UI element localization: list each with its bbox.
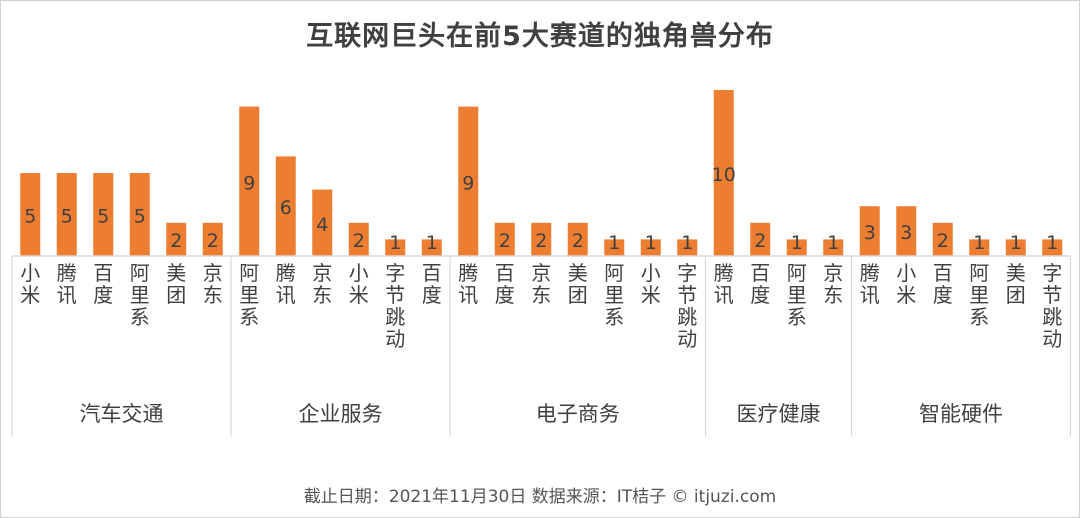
- tick-label: 阿里系: [130, 261, 150, 329]
- tick-label: 美团: [166, 261, 186, 307]
- bar: [750, 222, 771, 256]
- tick-label: 阿里系: [787, 261, 807, 329]
- data-label: 1: [681, 232, 693, 254]
- bar: [129, 173, 150, 256]
- group-label: 智能硬件: [919, 402, 1003, 426]
- chart-footer: 截止日期：2021年11月30日 数据来源：IT桔子 © itjuzi.com: [303, 487, 777, 507]
- bar: [56, 173, 77, 256]
- data-label: 1: [645, 232, 657, 254]
- data-label: 9: [462, 172, 474, 194]
- bar: [93, 173, 114, 256]
- bar: [786, 239, 807, 256]
- data-label: 2: [572, 230, 584, 252]
- group-label: 电子商务: [536, 402, 620, 426]
- data-label: 5: [97, 206, 109, 228]
- tick-label: 美团: [568, 261, 588, 307]
- tick-label: 腾讯: [714, 261, 734, 307]
- bar: [969, 239, 990, 256]
- bar: [166, 222, 187, 256]
- bar: [932, 222, 953, 256]
- data-label: 2: [499, 230, 511, 252]
- bar: [713, 90, 734, 256]
- tick-label: 京东: [312, 261, 332, 307]
- tick-label: 字节跳动: [385, 261, 405, 351]
- tick-label: 京东: [531, 261, 551, 307]
- tick-label: 百度: [495, 261, 515, 307]
- bar: [275, 156, 296, 256]
- tick-label: 腾讯: [276, 261, 296, 307]
- data-label: 5: [24, 206, 36, 228]
- data-label: 3: [864, 222, 876, 244]
- data-label: 2: [207, 230, 219, 252]
- tick-label: 京东: [823, 261, 843, 307]
- bar: [312, 189, 333, 256]
- data-label: 2: [937, 230, 949, 252]
- bar: [494, 222, 515, 256]
- bar: [458, 106, 479, 256]
- data-label: 1: [973, 232, 985, 254]
- tick-label: 小米: [349, 261, 369, 307]
- tick-label: 百度: [933, 261, 953, 307]
- bar: [239, 106, 260, 256]
- data-label: 2: [353, 230, 365, 252]
- data-label: 4: [316, 214, 328, 236]
- data-label: 1: [1046, 232, 1058, 254]
- tick-label: 字节跳动: [677, 261, 697, 351]
- bar: [421, 239, 442, 256]
- tick-label: 百度: [93, 261, 113, 307]
- bar: [20, 173, 41, 256]
- bar: [1042, 239, 1063, 256]
- tick-label: 字节跳动: [1042, 261, 1062, 351]
- tick-label: 京东: [203, 261, 223, 307]
- bar: [640, 239, 661, 256]
- bar: [202, 222, 223, 256]
- bar: [567, 222, 588, 256]
- tick-label: 小米: [896, 261, 916, 307]
- bar: [896, 206, 917, 256]
- tick-label: 小米: [641, 261, 661, 307]
- data-label: 3: [900, 222, 912, 244]
- data-label: 6: [280, 197, 292, 219]
- bar: [385, 239, 406, 256]
- data-label: 1: [426, 232, 438, 254]
- tick-label: 腾讯: [860, 261, 880, 307]
- bar: [531, 222, 552, 256]
- data-label: 1: [1010, 232, 1022, 254]
- bar: [604, 239, 625, 256]
- data-label: 1: [791, 232, 803, 254]
- data-label: 10: [712, 164, 736, 186]
- tick-label: 腾讯: [57, 261, 77, 307]
- tick-label: 百度: [750, 261, 770, 307]
- data-label: 2: [170, 230, 182, 252]
- bar: [1005, 239, 1026, 256]
- chart-title: 互联网巨头在前5大赛道的独角兽分布: [306, 21, 774, 52]
- data-label: 1: [389, 232, 401, 254]
- tick-label: 美团: [1006, 261, 1026, 307]
- group-label: 医疗健康: [737, 402, 821, 426]
- bar: [677, 239, 698, 256]
- tick-label: 百度: [422, 261, 442, 307]
- data-label: 1: [827, 232, 839, 254]
- tick-label: 腾讯: [458, 261, 478, 307]
- data-label: 5: [134, 206, 146, 228]
- group-label: 企业服务: [299, 402, 383, 426]
- data-label: 2: [535, 230, 547, 252]
- group-label: 汽车交通: [80, 402, 164, 426]
- data-label: 5: [61, 206, 73, 228]
- data-label: 2: [754, 230, 766, 252]
- bar: [823, 239, 844, 256]
- tick-label: 阿里系: [604, 261, 624, 329]
- tick-label: 阿里系: [239, 261, 259, 329]
- data-label: 9: [243, 172, 255, 194]
- data-label: 1: [608, 232, 620, 254]
- tick-label: 小米: [20, 261, 40, 307]
- bar: [859, 206, 880, 256]
- tick-label: 阿里系: [969, 261, 989, 329]
- bar: [348, 222, 369, 256]
